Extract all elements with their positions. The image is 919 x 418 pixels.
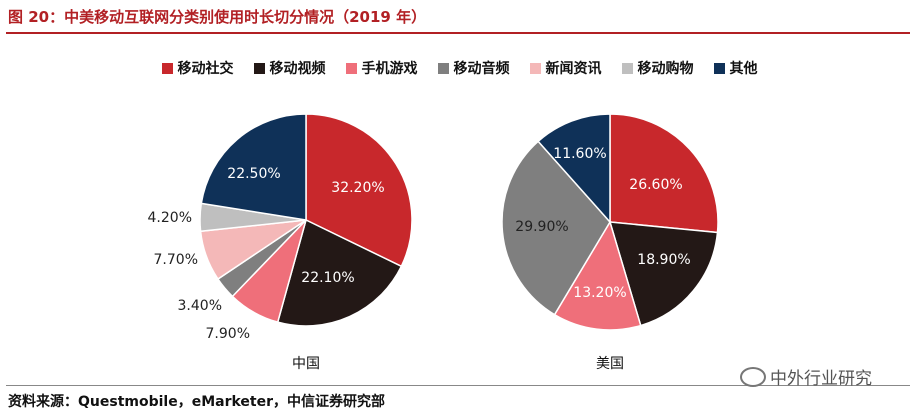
legend-label: 新闻资讯 [545,61,602,77]
slice-label: 3.40% [178,298,222,314]
slice-label: 22.50% [227,166,280,182]
slice-label: 18.90% [637,252,690,268]
legend-item: 移动社交 [161,58,234,78]
source-note: 资料来源：Questmobile，eMarketer，中信证券研究部 [8,394,386,410]
legend-item: 新闻资讯 [529,58,602,78]
legend-label: 移动视频 [269,61,326,77]
slice-label: 7.90% [206,326,250,342]
legend: 移动社交 移动视频 手机游戏 移动音频 新闻资讯 移动购物 其他 [0,58,919,78]
pie-slice [200,113,307,221]
pie-slice [537,113,611,224]
figure-title: 图 20：中美移动互联网分类别使用时长切分情况（2019 年） [8,8,427,26]
legend-swatch [161,62,173,74]
watermark-text: 中外行业研究 [770,369,872,389]
legend-label: 移动音频 [453,61,510,77]
title-rule [6,32,910,34]
legend-item: 移动音频 [437,58,510,78]
legend-label: 移动社交 [177,61,234,77]
pie-slice [553,220,642,331]
pie-slice [501,140,611,316]
pie-usa: 26.60% 18.90% 13.20% 29.90% 11.60% 美国 [501,113,719,372]
pie-slice [608,221,719,327]
legend-swatch [345,62,357,74]
legend-label: 其他 [729,61,758,77]
legend-swatch [437,62,449,74]
wechat-icon [740,366,766,387]
legend-item: 移动视频 [253,58,326,78]
legend-swatch [713,62,725,74]
bottom-rule [6,385,910,386]
slice-label: 22.10% [301,270,354,286]
slice-label: 32.20% [331,180,384,196]
slice-label: 11.60% [553,146,606,162]
legend-item: 其他 [713,58,758,78]
legend-swatch [529,62,541,74]
pie-slice [305,113,413,268]
legend-label: 移动购物 [637,61,694,77]
pie-caption: 中国 [292,356,320,372]
slice-label: 13.20% [573,285,626,301]
legend-item: 移动购物 [621,58,694,78]
pie-china: 32.20% 22.10% 7.90% 3.40% 7.70% 4.20% 22.50% 中国 [148,113,413,372]
watermark: 中外行业研究 [740,364,872,389]
pie-caption: 美国 [596,356,624,372]
slice-label: 7.70% [154,252,198,268]
slice-label: 29.90% [515,219,568,235]
pie-slice [276,218,403,327]
legend-swatch [253,62,265,74]
legend-label: 手机游戏 [361,61,418,77]
pie-slice [609,113,719,234]
legend-swatch [621,62,633,74]
legend-item: 手机游戏 [345,58,418,78]
slice-label: 26.60% [629,177,682,193]
slice-label: 4.20% [148,210,192,226]
